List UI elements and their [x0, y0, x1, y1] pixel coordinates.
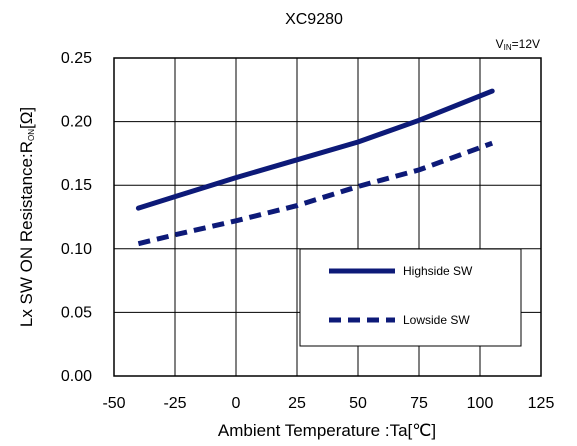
x-tick-label: 125: [528, 395, 555, 412]
y-tick-label: 0.15: [61, 177, 92, 194]
condition-label: VIN=12V: [496, 37, 540, 52]
x-tick-label: 0: [232, 395, 241, 412]
chart-title: XC9280: [285, 11, 343, 28]
y-tick-label: 0.05: [61, 304, 92, 321]
series-line-highside-sw: [135, 88, 495, 211]
x-tick-label: 50: [349, 395, 367, 412]
y-tick-label: 0.00: [61, 368, 92, 385]
series-layer: [135, 88, 495, 247]
legend-label-lowside: Lowside SW: [403, 313, 470, 327]
y-tick-label: 0.10: [61, 241, 92, 258]
x-tick-label: 25: [288, 395, 306, 412]
legend-label-highside: Highside SW: [403, 264, 473, 278]
y-tick-label: 0.25: [61, 50, 92, 67]
legend-box: [299, 248, 522, 347]
y-tick-label: 0.20: [61, 114, 92, 131]
x-axis-tick-labels: -50 -25 0 25 50 75 100 125: [102, 395, 554, 412]
y-axis-tick-labels: 0.00 0.05 0.10 0.15 0.20 0.25: [61, 50, 92, 385]
x-tick-label: 100: [467, 395, 494, 412]
x-tick-label: 75: [410, 395, 428, 412]
legend: Highside SW Lowside SW: [299, 248, 522, 347]
y-axis-label: Lx SW ON Resistance:RON[Ω]: [17, 107, 36, 327]
x-tick-label: -25: [163, 395, 186, 412]
x-tick-label: -50: [102, 395, 125, 412]
series-line-lowside-sw: [137, 140, 494, 247]
plot-area-frame: [113, 57, 542, 377]
x-axis-label: Ambient Temperature :Ta[℃]: [218, 421, 436, 440]
